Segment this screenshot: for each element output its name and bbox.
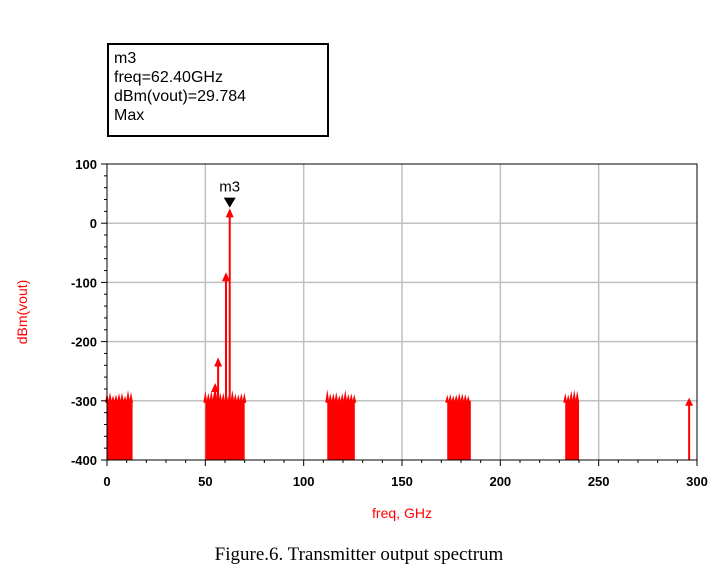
x-tick-label: 100 — [293, 474, 315, 489]
x-tick-label: 250 — [588, 474, 610, 489]
spectral-line-tip — [685, 397, 694, 406]
spectral-line-tip — [230, 390, 235, 403]
spectral-line-tip — [129, 391, 133, 403]
spectral-line-tip — [457, 392, 462, 403]
marker-label: m3 — [219, 179, 240, 196]
spectral-line-tip — [239, 392, 244, 403]
y-tick-label: 100 — [75, 157, 97, 172]
spectral-line-tip — [340, 393, 345, 403]
marker-readout-box: m3 freq=62.40GHz dBm(vout)=29.784 Max — [107, 43, 329, 137]
marker-freq: freq=62.40GHz — [114, 69, 223, 86]
spectral-line-tip — [352, 393, 357, 403]
y-tick-label: 0 — [90, 216, 97, 231]
x-tick-label: 50 — [198, 474, 212, 489]
spectral-line-tip — [451, 395, 456, 403]
marker-name: m3 — [114, 50, 137, 67]
spectral-line-tip — [218, 392, 223, 403]
spectral-line-tip — [111, 395, 115, 403]
spectral-line-tip — [460, 393, 465, 403]
spectral-line-tip — [463, 394, 468, 403]
x-axis-label: freq, GHz — [372, 505, 432, 521]
spectral-peak-tip — [225, 208, 234, 218]
spectrum-cluster — [563, 389, 580, 460]
spectral-line-tip — [221, 392, 226, 403]
spectral-line-tip — [242, 392, 247, 403]
spectral-line-tip — [572, 389, 577, 403]
axis-ticks: 0 50 100 150 200 250 300 100 0 -100 -200 -300 -400 — [71, 157, 708, 489]
spectral-line-tip — [349, 393, 354, 403]
spectral-line-tip — [334, 391, 339, 403]
marker-mode: Max — [114, 107, 145, 124]
spectral-line-tip — [566, 394, 571, 403]
marker-m3: m3 — [219, 179, 240, 208]
spectral-line-tip — [563, 392, 568, 403]
spectral-line-tip — [448, 393, 453, 403]
spectrum-trace — [105, 208, 694, 460]
y-axis-label: dBm(vout) — [14, 280, 30, 345]
spectral-line-tip — [328, 393, 333, 403]
y-tick-label: -200 — [71, 335, 97, 350]
spectrum-cluster — [105, 389, 133, 460]
spectral-band — [327, 400, 355, 460]
spectral-line-tip — [123, 395, 127, 403]
spectral-peak-tip — [221, 272, 230, 282]
spectral-line-tip — [575, 390, 580, 403]
spectrum-cluster — [445, 392, 471, 460]
figure-caption: Figure.6. Transmitter output spectrum — [214, 544, 504, 565]
spectral-line-tip — [236, 394, 241, 403]
x-tick-label: 200 — [489, 474, 511, 489]
x-tick-label: 150 — [391, 474, 413, 489]
spectral-line-tip — [209, 390, 214, 403]
spectral-line-tip — [233, 393, 238, 403]
spectrum-cluster — [325, 389, 357, 460]
spectrum-cluster — [685, 397, 694, 460]
spectral-line-tip — [120, 392, 124, 403]
spectral-line-tip — [343, 389, 348, 403]
spectral-band — [565, 400, 579, 460]
x-tick-label: 300 — [686, 474, 708, 489]
spectral-line-tip — [569, 390, 574, 403]
y-tick-label: -300 — [71, 394, 97, 409]
spectral-line-tip — [346, 393, 351, 403]
spectral-line-tip — [126, 389, 130, 403]
y-tick-label: -100 — [71, 275, 97, 290]
marker-triangle — [223, 197, 236, 208]
spectral-band — [107, 400, 133, 460]
spectral-line-tip — [206, 392, 211, 403]
spectral-line-tip — [108, 392, 112, 403]
spectrum-cluster — [203, 389, 247, 460]
spectral-line-tip — [466, 395, 471, 403]
spectral-line-tip — [203, 390, 208, 403]
spectral-peak-tip — [214, 357, 223, 367]
marker-value: dBm(vout)=29.784 — [114, 88, 247, 105]
spectral-line-tip — [114, 394, 118, 403]
grid — [107, 164, 697, 460]
spectral-line-tip — [337, 395, 342, 403]
spectral-line-tip — [117, 392, 121, 403]
x-tick-label: 0 — [103, 474, 110, 489]
spectral-line-tip — [325, 389, 330, 403]
spectral-line-tip — [445, 394, 450, 403]
spectral-line-tip — [331, 392, 336, 403]
spectrum-chart: 0 50 100 150 200 250 300 100 0 -100 -200 -300 -400 m… — [14, 157, 708, 521]
spectral-band — [447, 400, 471, 460]
y-tick-label: -400 — [71, 453, 97, 468]
spectral-line-tip — [454, 394, 459, 403]
